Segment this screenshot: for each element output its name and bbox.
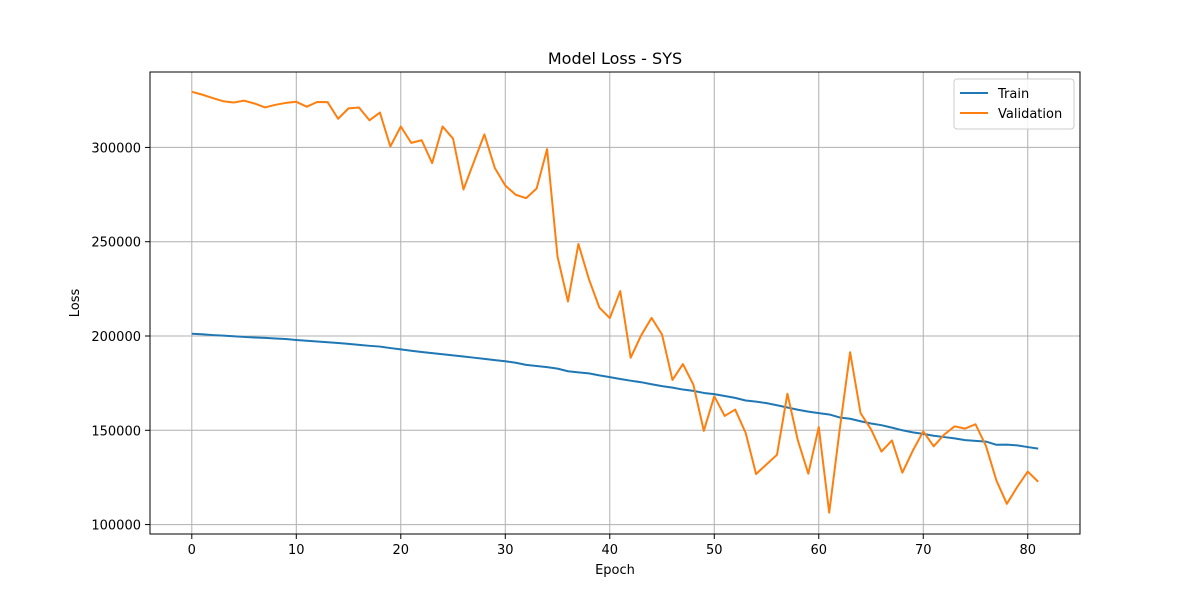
y-tick-label: 150000 <box>91 424 141 439</box>
x-tick-label: 10 <box>288 543 305 558</box>
legend-label-train: Train <box>997 87 1029 102</box>
x-tick-label: 40 <box>602 543 619 558</box>
y-tick-label: 100000 <box>91 519 141 534</box>
grid-lines <box>150 72 1080 534</box>
y-tick-label: 300000 <box>91 141 141 156</box>
x-tick-label: 20 <box>393 543 410 558</box>
x-tick-label: 60 <box>810 543 827 558</box>
x-tick-label: 0 <box>188 543 196 558</box>
series-line-validation <box>191 90 1039 514</box>
plot-frame <box>149 71 1081 535</box>
x-axis-title: Epoch <box>595 563 635 578</box>
x-tick-label: 30 <box>497 543 514 558</box>
x-tick-label: 50 <box>706 543 723 558</box>
legend: Train Validation <box>953 78 1075 130</box>
x-tick-label: 80 <box>1019 543 1036 558</box>
legend-box <box>953 78 1075 130</box>
x-tick-label: 70 <box>915 543 932 558</box>
y-axis-title: Loss <box>68 289 83 318</box>
legend-label-validation: Validation <box>998 107 1062 122</box>
series-line-train <box>191 332 1039 450</box>
axis-ticks: 0 10 20 30 40 50 60 70 80 100000 150000 200000 25000… <box>91 141 1036 558</box>
series-layer <box>191 90 1039 514</box>
chart-title: Model Loss - SYS <box>548 49 682 68</box>
y-tick-label: 200000 <box>91 330 141 345</box>
y-tick-label: 250000 <box>91 236 141 251</box>
